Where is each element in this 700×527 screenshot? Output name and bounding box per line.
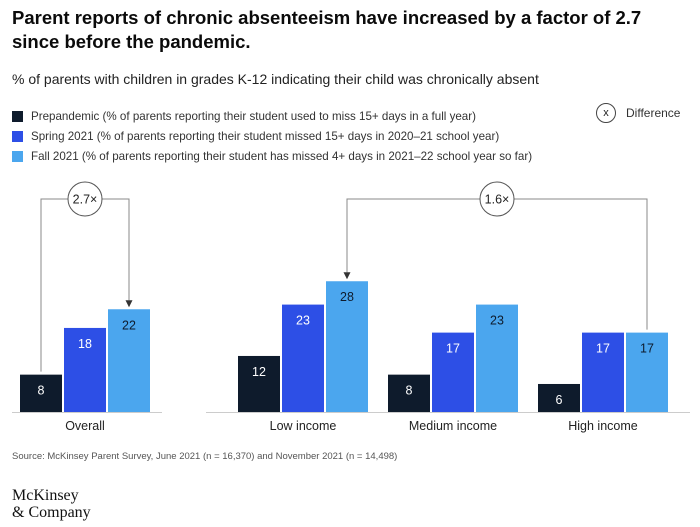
difference-label: Difference [626, 106, 681, 120]
difference-key: x Difference [596, 103, 680, 123]
legend-swatch-fall-2021 [12, 150, 23, 162]
annotation-income-arrowhead [343, 272, 351, 280]
legend-item-spring-2021: Spring 2021 (% of parents reporting thei… [12, 126, 532, 146]
annotation-income-label: 1.6× [485, 193, 510, 207]
data-label-medium-income-prepandemic: 8 [406, 384, 413, 398]
data-label-medium-income-fall-2021: 23 [490, 314, 504, 328]
chart-subtitle: % of parents with children in grades K-1… [12, 71, 539, 87]
bar-medium-income-spring-2021 [432, 332, 474, 412]
logo-line-1: McKinsey [12, 487, 79, 504]
chart-title: Parent reports of chronic absenteeism ha… [12, 7, 642, 52]
category-label-medium-income: Medium income [409, 419, 497, 433]
legend-label-prepandemic: Prepandemic (% of parents reporting thei… [31, 109, 476, 123]
annotation-overall-arrowhead [125, 300, 133, 308]
bar-chart: 8 18 22 Overall 12 23 28 Low income 8 17 23 Medium … [12, 181, 690, 433]
data-label-low-income-spring-2021: 23 [296, 314, 310, 328]
legend-item-fall-2021: Fall 2021 (% of parents reporting their … [12, 146, 532, 166]
legend-label-spring-2021: Spring 2021 (% of parents reporting thei… [31, 129, 500, 143]
legend-item-prepandemic: Prepandemic (% of parents reporting thei… [12, 106, 532, 126]
bar-overall-fall-2021 [108, 309, 150, 412]
data-label-low-income-fall-2021: 28 [340, 290, 354, 304]
bar-overall-spring-2021 [64, 327, 106, 412]
data-label-overall-spring-2021: 18 [78, 337, 92, 351]
data-label-high-income-prepandemic: 6 [556, 393, 563, 407]
category-label-high-income: High income [568, 419, 638, 433]
bar-low-income-fall-2021 [326, 281, 368, 412]
data-label-overall-prepandemic: 8 [38, 384, 45, 398]
source-note: Source: McKinsey Parent Survey, June 202… [12, 451, 398, 462]
bar-medium-income-fall-2021 [476, 304, 518, 412]
bar-high-income-spring-2021 [582, 332, 624, 412]
difference-symbol: x [596, 103, 616, 123]
data-label-medium-income-spring-2021: 17 [446, 342, 460, 356]
mckinsey-logo: McKinsey & Company [12, 487, 91, 521]
annotation-overall-label: 2.7× [73, 193, 98, 207]
legend-swatch-spring-2021 [12, 130, 23, 142]
bar-medium-income-prepandemic [388, 374, 430, 412]
bar-high-income-prepandemic [538, 383, 580, 412]
bar-high-income-fall-2021 [626, 332, 668, 412]
logo-line-2: & Company [12, 504, 91, 521]
data-label-high-income-fall-2021: 17 [640, 342, 654, 356]
legend-label-fall-2021: Fall 2021 (% of parents reporting their … [31, 149, 533, 163]
bar-low-income-spring-2021 [282, 304, 324, 412]
annotation-overall-circle [67, 181, 103, 217]
bar-low-income-prepandemic [238, 355, 280, 412]
category-label-low-income: Low income [270, 419, 337, 433]
annotation-income-circle [479, 181, 515, 217]
legend-swatch-prepandemic [12, 110, 23, 122]
data-label-low-income-prepandemic: 12 [252, 365, 266, 379]
data-label-high-income-spring-2021: 17 [596, 342, 610, 356]
data-label-overall-fall-2021: 22 [122, 318, 136, 332]
bar-overall-prepandemic [20, 374, 62, 412]
legend: Prepandemic (% of parents reporting thei… [12, 106, 532, 166]
category-label-overall: Overall [65, 419, 105, 433]
